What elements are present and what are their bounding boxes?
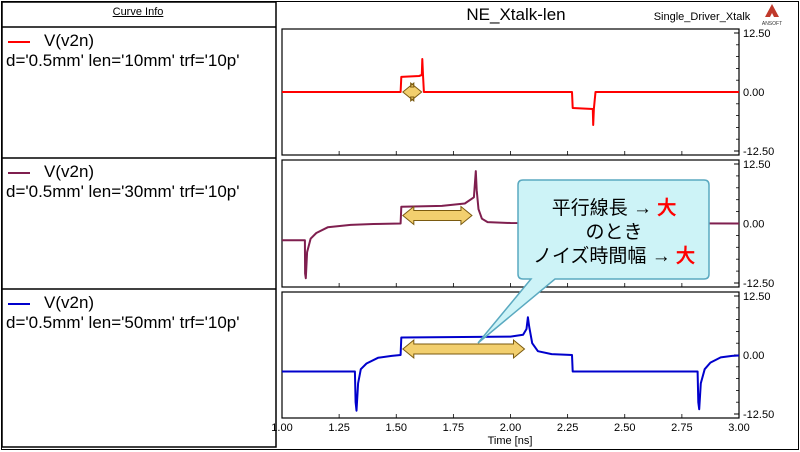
curve-info-header[interactable]: Curve Info (112, 6, 164, 18)
y-tick-label-1-2: -12.50 (743, 146, 774, 158)
series-line-3[interactable] (282, 316, 740, 412)
design-name: Single_Driver_Xtalk (654, 11, 751, 23)
ansoft-logo-icon: ANSOFT (762, 4, 782, 27)
x-tick-label-0: 1.00 (271, 422, 292, 434)
series-line-2[interactable] (282, 170, 740, 280)
legend-swatch-3 (8, 303, 30, 305)
y-tick-label-2-2: -12.50 (743, 278, 774, 290)
legend-series-name-2[interactable]: V(v2n) (44, 162, 95, 181)
x-axis-title: Time [ns] (488, 435, 533, 447)
ansoft-logo-text: ANSOFT (762, 21, 782, 27)
legend-swatch-2 (8, 172, 30, 174)
callout-line-1: 平行線長 → 大 (552, 196, 677, 219)
callout-emphasis-1: 大 (657, 196, 676, 219)
legend-panel (1, 1, 277, 448)
y-tick-label-2-0: 12.50 (743, 159, 771, 171)
x-tick-label-4: 2.00 (500, 422, 521, 434)
y-tick-label-3-1: 0.00 (743, 350, 764, 362)
legend-swatch-1 (8, 41, 30, 43)
callout-line-2: のとき (585, 222, 642, 243)
callout-line-3: ノイズ時間幅 → 大 (533, 244, 695, 267)
y-tick-label-2-1: 0.00 (743, 219, 764, 231)
duration-arrow-1 (402, 81, 423, 103)
plot-title: NE_Xtalk-len (466, 5, 565, 24)
legend-series-name-1[interactable]: V(v2n) (44, 31, 95, 50)
x-tick-label-5: 2.25 (557, 422, 578, 434)
callout-emphasis-2: 大 (676, 244, 695, 267)
x-tick-label-6: 2.50 (614, 422, 635, 434)
x-tick-label-8: 3.00 (728, 422, 749, 434)
legend-series-desc-1: d='0.5mm' len='10mm' trf='10p' (6, 51, 240, 70)
legend-series-name-3[interactable]: V(v2n) (44, 293, 95, 312)
x-tick-label-2: 1.50 (386, 422, 407, 434)
duration-arrow-2 (402, 205, 473, 226)
duration-arrow-3 (402, 338, 526, 360)
legend-series-desc-2: d='0.5mm' len='30mm' trf='10p' (6, 182, 240, 201)
legend-series-desc-3: d='0.5mm' len='50mm' trf='10p' (6, 313, 240, 332)
y-tick-label-3-2: -12.50 (743, 409, 774, 421)
y-tick-label-1-0: 12.50 (743, 28, 771, 40)
series-line-1[interactable] (282, 58, 739, 126)
y-tick-label-3-0: 12.50 (743, 291, 771, 303)
x-tick-label-3: 1.75 (443, 422, 464, 434)
y-tick-label-1-1: 0.00 (743, 87, 764, 99)
x-tick-label-1: 1.25 (328, 422, 349, 434)
x-tick-label-7: 2.75 (671, 422, 692, 434)
callout-bubble: 平行線長 → 大 のとき ノイズ時間幅 → 大 (477, 179, 710, 344)
